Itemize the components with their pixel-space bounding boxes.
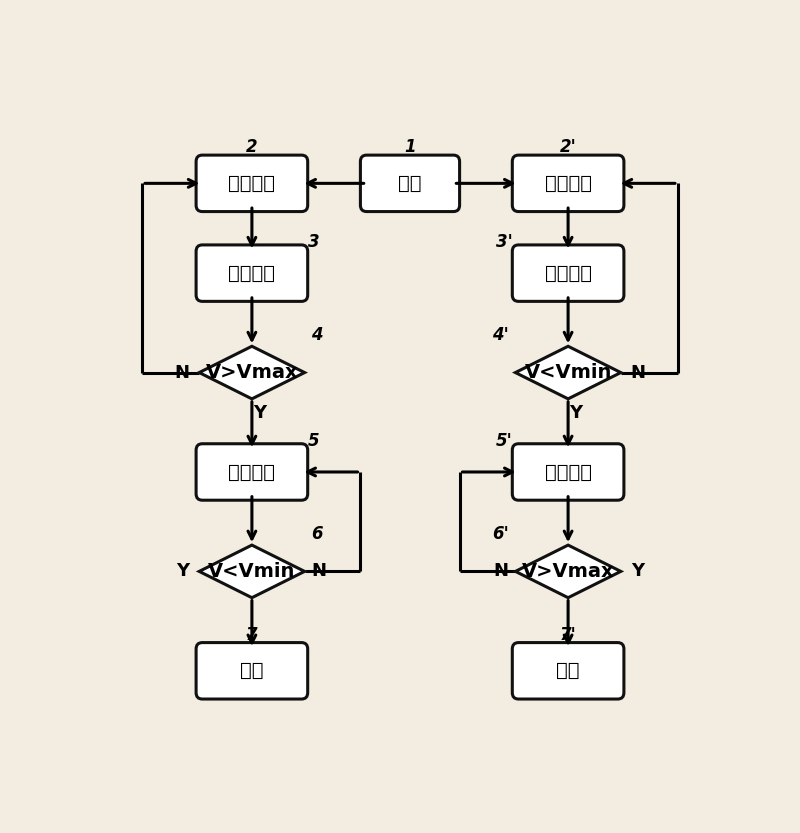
Polygon shape [515, 347, 621, 399]
Text: 2': 2' [560, 138, 577, 157]
Text: 1: 1 [404, 138, 416, 157]
Text: V<Vmin: V<Vmin [525, 363, 612, 382]
FancyBboxPatch shape [512, 444, 624, 500]
FancyBboxPatch shape [196, 155, 308, 212]
Text: N: N [630, 363, 646, 382]
Text: 3: 3 [308, 233, 319, 252]
Text: N: N [174, 363, 190, 382]
Text: 先充后放: 先充后放 [229, 174, 275, 193]
Text: V<Vmin: V<Vmin [208, 562, 295, 581]
Text: 4': 4' [493, 327, 510, 344]
Text: Y: Y [631, 562, 644, 581]
Text: 2: 2 [246, 138, 258, 157]
Text: Y: Y [176, 562, 189, 581]
Polygon shape [199, 545, 305, 598]
Polygon shape [515, 545, 621, 598]
FancyBboxPatch shape [512, 245, 624, 302]
Text: 电池放电: 电池放电 [229, 462, 275, 481]
FancyBboxPatch shape [512, 642, 624, 699]
Text: 6: 6 [310, 525, 322, 543]
FancyBboxPatch shape [196, 642, 308, 699]
Text: 结束: 结束 [240, 661, 264, 681]
Text: 先放后充: 先放后充 [545, 174, 592, 193]
FancyBboxPatch shape [196, 245, 308, 302]
Text: 开始: 开始 [398, 174, 422, 193]
Polygon shape [199, 347, 305, 399]
Text: Y: Y [254, 404, 266, 422]
FancyBboxPatch shape [512, 155, 624, 212]
Text: 6': 6' [493, 525, 510, 543]
Text: 7: 7 [246, 626, 258, 644]
Text: 电池充电: 电池充电 [545, 462, 592, 481]
Text: 5: 5 [308, 432, 319, 450]
Text: Y: Y [570, 404, 582, 422]
Text: 电池充电: 电池充电 [229, 263, 275, 282]
Text: 7': 7' [560, 626, 577, 644]
Text: 电池放电: 电池放电 [545, 263, 592, 282]
Text: N: N [494, 562, 509, 581]
Text: V>Vmax: V>Vmax [206, 363, 298, 382]
FancyBboxPatch shape [196, 444, 308, 500]
Text: V>Vmax: V>Vmax [522, 562, 614, 581]
Text: N: N [311, 562, 326, 581]
Text: 4: 4 [310, 327, 322, 344]
Text: 5': 5' [495, 432, 512, 450]
Text: 3': 3' [495, 233, 512, 252]
Text: 结束: 结束 [556, 661, 580, 681]
FancyBboxPatch shape [360, 155, 459, 212]
